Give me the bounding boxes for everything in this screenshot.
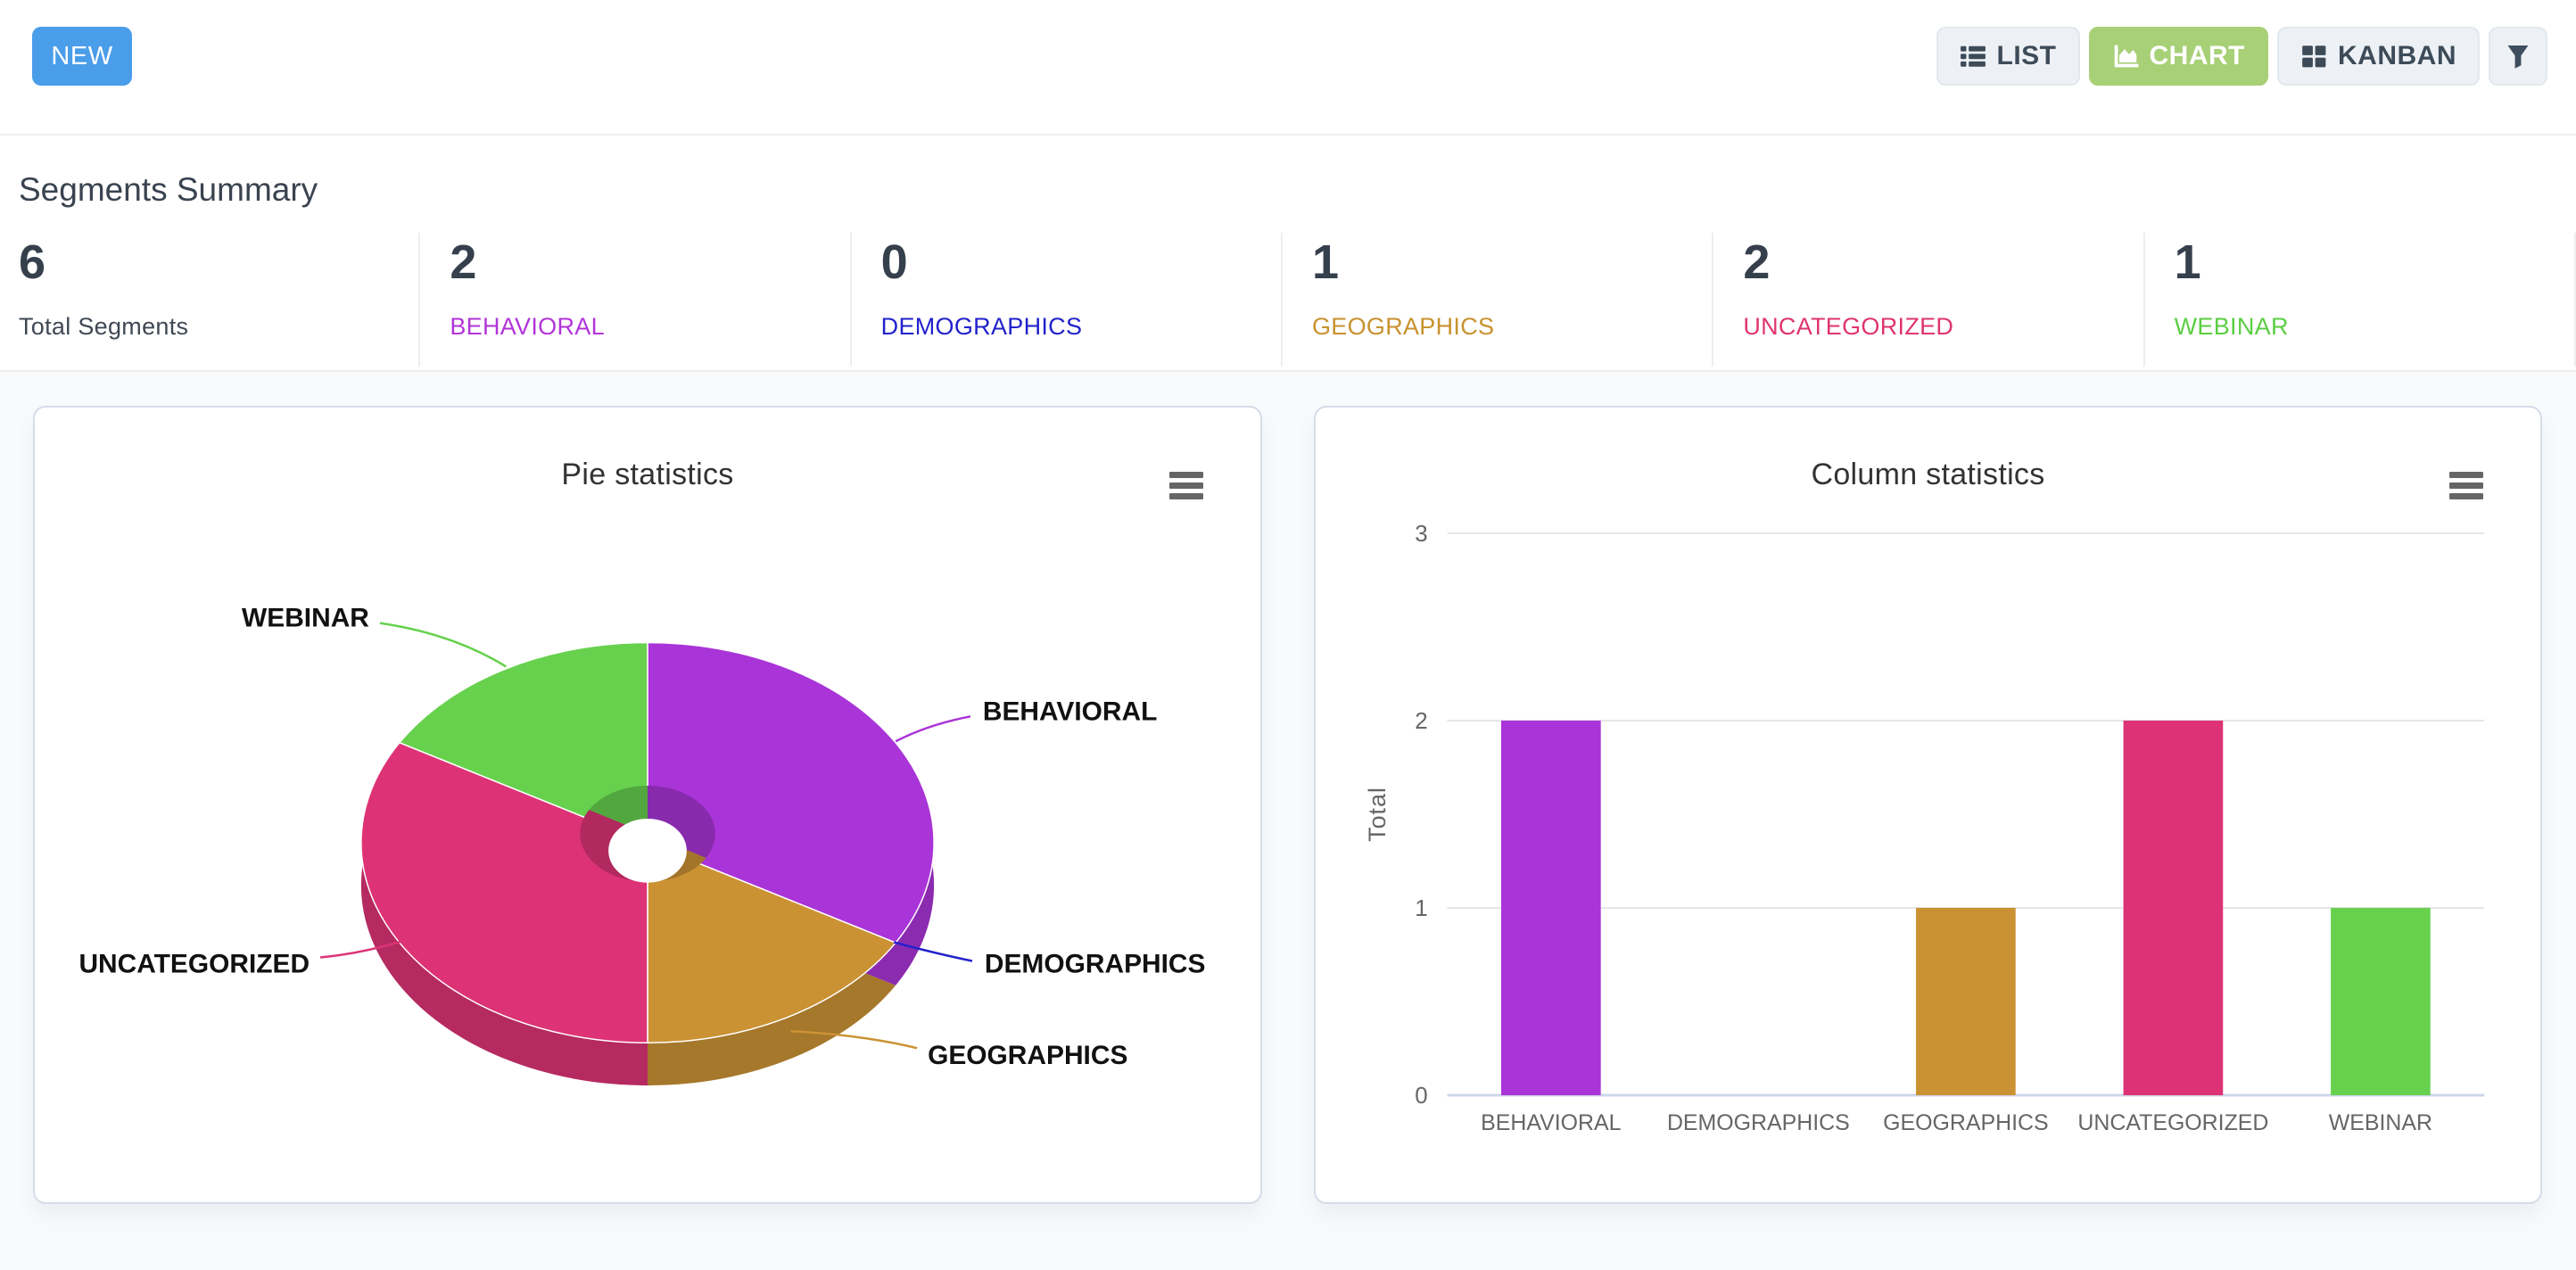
hamburger-menu-icon[interactable]	[1169, 472, 1203, 504]
x-category-label-geographics: GEOGRAPHICS	[1883, 1110, 2048, 1135]
view-button-label: KANBAN	[2338, 41, 2456, 70]
pie-connector-webinar	[379, 622, 508, 668]
pie-slice-webinar[interactable]	[398, 641, 648, 844]
pie-label-webinar: WEBINAR	[242, 604, 369, 633]
x-category-label-uncategorized: UNCATEGORIZED	[2077, 1110, 2268, 1135]
view-switcher: LIST CHART KANBAN	[1936, 27, 2547, 86]
pie-chart-svg: BEHAVIORAL DEMOGRAPHICS GEOGRAPHICS UNCATEG…	[77, 601, 1208, 1086]
column-bar-behavioral[interactable]	[1500, 720, 1601, 1096]
stat-label: WEBINAR	[2174, 313, 2289, 340]
new-button[interactable]: NEW	[32, 27, 132, 86]
view-button-chart[interactable]: CHART	[2088, 27, 2268, 86]
view-button-label: CHART	[2149, 41, 2245, 70]
x-category-label-demographics: DEMOGRAPHICS	[1667, 1110, 1850, 1135]
y-axis-title: Total	[1364, 787, 1391, 842]
pie-label-demographics: DEMOGRAPHICS	[985, 949, 1206, 978]
charts-area: BEHAVIORAL DEMOGRAPHICS GEOGRAPHICS UNCATEG…	[0, 372, 2576, 1204]
stat-label: BEHAVIORAL	[450, 313, 605, 340]
summary-stat-total-segments: 6 Total Segments	[0, 233, 418, 367]
top-toolbar: NEW LIST CHART KANBAN	[0, 0, 2576, 136]
chart-icon	[2112, 43, 2139, 70]
stat-value: 0	[880, 235, 908, 289]
view-button-label: LIST	[1996, 41, 2057, 70]
pie-connector-uncategorized	[319, 940, 402, 959]
view-button-list[interactable]: LIST	[1936, 27, 2080, 86]
hamburger-menu-icon[interactable]	[2449, 472, 2483, 504]
summary-stat-webinar: 1 WEBINAR	[2143, 233, 2576, 367]
y-tick-label: 1	[1415, 896, 1427, 921]
stat-label: Total Segments	[19, 313, 189, 340]
kanban-icon	[2300, 43, 2327, 70]
pie-slice-behavioral[interactable]	[647, 641, 935, 944]
column-chart-svg: 0 1 2 3 Total BEHAVIORAL DEMOGRAPHICS GEOGRAPHI…	[1364, 522, 2485, 1135]
column-bar-geographics[interactable]	[1916, 907, 2016, 1096]
summary-stat-geographics: 1 GEOGRAPHICS	[1280, 233, 1712, 367]
column-bar-uncategorized[interactable]	[2123, 720, 2224, 1096]
x-category-label-webinar: WEBINAR	[2329, 1110, 2432, 1135]
stat-value: 1	[1311, 235, 1340, 289]
column-chart-card: 0 1 2 3 Total BEHAVIORAL DEMOGRAPHICS GEOGRAPHI…	[1314, 406, 2542, 1204]
pie-chart-card: BEHAVIORAL DEMOGRAPHICS GEOGRAPHICS UNCATEG…	[33, 406, 1262, 1204]
summary-title: Segments Summary	[19, 171, 318, 208]
column-chart-title: Column statistics	[1811, 458, 2045, 491]
stat-label: DEMOGRAPHICS	[880, 313, 1083, 340]
stat-value: 2	[1743, 235, 1771, 289]
pie-donut-hole	[608, 818, 687, 883]
stat-value: 6	[19, 235, 46, 289]
y-tick-label: 0	[1415, 1084, 1427, 1109]
stat-value: 1	[2174, 235, 2201, 289]
filter-button[interactable]	[2489, 27, 2547, 86]
list-icon	[1960, 43, 1986, 70]
stat-value: 2	[450, 235, 477, 289]
column-bar-webinar[interactable]	[2331, 907, 2431, 1096]
pie-connector-behavioral	[895, 715, 971, 743]
summary-stats-row: 6 Total Segments 2 BEHAVIORAL 0 DEMOGRAPHICS 1…	[0, 233, 2576, 367]
view-button-kanban[interactable]: KANBAN	[2277, 27, 2480, 86]
stat-label: UNCATEGORIZED	[1743, 313, 1954, 340]
stat-label: GEOGRAPHICS	[1311, 313, 1495, 340]
pie-slice-geographics[interactable]	[647, 841, 897, 1043]
pie-connector-geographics	[790, 1030, 918, 1050]
pie-label-behavioral: BEHAVIORAL	[983, 697, 1158, 726]
segments-summary-panel: Segments Summary 6 Total Segments 2 BEHAVIO…	[0, 136, 2576, 372]
summary-stat-behavioral: 2 BEHAVIORAL	[418, 233, 849, 367]
filter-icon	[2504, 42, 2532, 70]
y-tick-label: 3	[1415, 522, 1427, 547]
pie-label-geographics: GEOGRAPHICS	[928, 1041, 1127, 1070]
summary-stat-uncategorized: 2 UNCATEGORIZED	[1712, 233, 2143, 367]
pie-label-uncategorized: UNCATEGORIZED	[78, 949, 310, 978]
pie-connector-demographics	[893, 941, 973, 962]
pie-chart-title: Pie statistics	[561, 458, 734, 491]
y-tick-label: 2	[1415, 709, 1427, 734]
summary-stat-demographics: 0 DEMOGRAPHICS	[849, 233, 1281, 367]
x-category-label-behavioral: BEHAVIORAL	[1481, 1110, 1621, 1135]
